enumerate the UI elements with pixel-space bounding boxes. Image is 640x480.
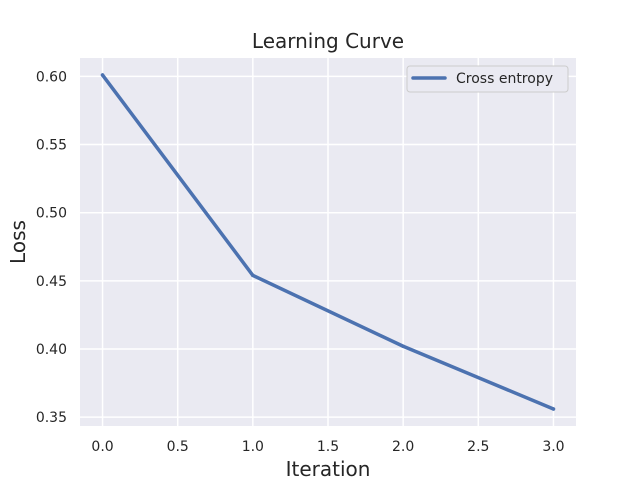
y-tick-label: 0.35 [36,410,67,426]
x-axis-label: Iteration [286,457,371,480]
legend-box [406,65,569,93]
grid-lines [80,58,576,426]
x-tick-label: 0.0 [91,439,113,455]
x-tick-label: 1.5 [317,439,339,455]
y-tick-label: 0.55 [36,138,67,154]
data-point [401,344,405,349]
data-point [100,73,105,77]
y-tick-label: 0.50 [36,206,67,222]
y-tick-label: 0.40 [36,342,67,358]
data-point [551,407,556,411]
legend: Cross entropy [406,65,569,93]
y-tick-label: 0.60 [36,69,67,85]
y-ticks: 0.35 0.40 0.45 0.50 0.55 0.60 [36,69,67,426]
x-tick-label: 3.0 [542,439,564,455]
y-tick-label: 0.45 [36,274,67,290]
series-layer [100,73,556,411]
x-tick-label: 2.0 [392,439,414,455]
legend-label-cross-entropy: Cross entropy [456,71,553,87]
data-point [251,273,255,278]
x-ticks: 0.0 0.5 1.0 1.5 2.0 2.5 3.0 [91,439,564,455]
x-tick-label: 2.5 [467,439,489,455]
series-line-cross-entropy [100,73,556,411]
x-tick-label: 0.5 [167,439,189,455]
y-axis-label: Loss [6,220,30,264]
x-tick-label: 1.0 [242,439,264,455]
chart-title: Learning Curve [252,29,404,53]
